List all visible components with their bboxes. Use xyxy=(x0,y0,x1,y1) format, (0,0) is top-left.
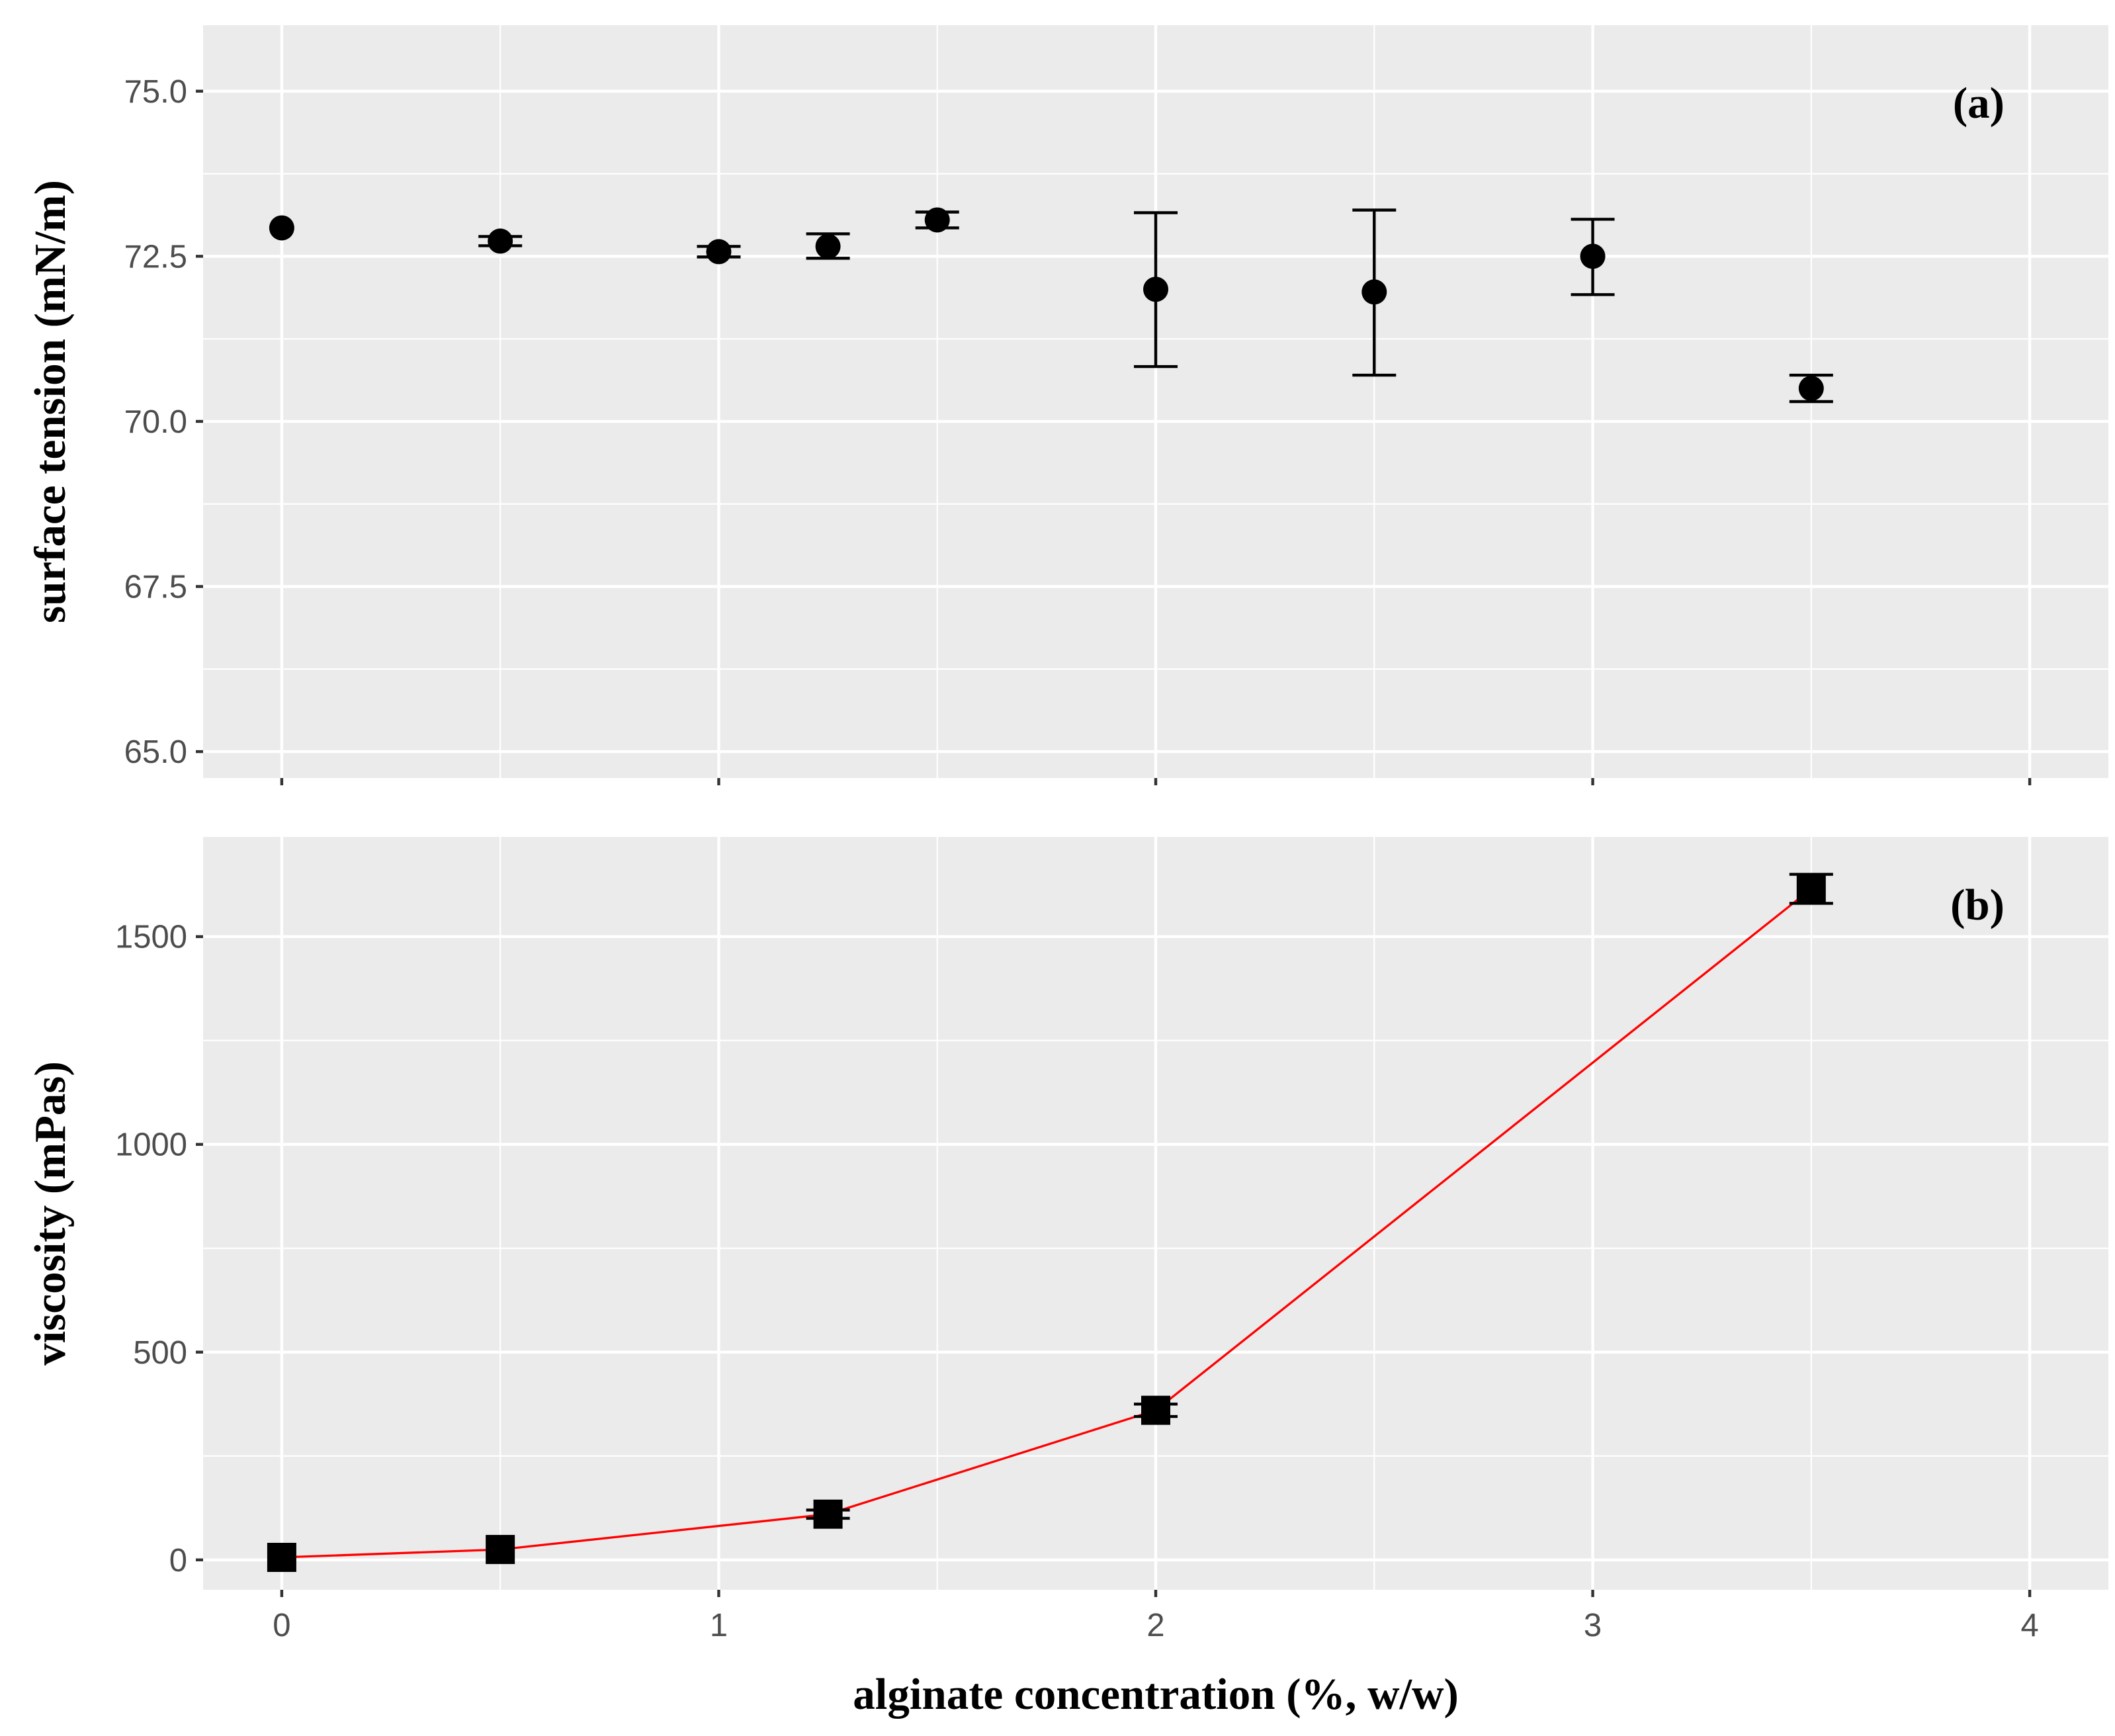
data-point xyxy=(1141,1395,1170,1425)
panel-a-label: (a) xyxy=(1953,79,2005,128)
panel-b-gridlines xyxy=(203,837,2108,1590)
panel-b-x-axis: 0 1 2 3 4 xyxy=(273,1590,2039,1643)
panel-b-y-axis: 0 500 1000 1500 xyxy=(115,920,203,1579)
y-tick-label: 500 xyxy=(133,1335,187,1371)
data-point xyxy=(1580,243,1606,269)
data-point xyxy=(486,1535,515,1565)
panel-a-points xyxy=(269,207,1824,402)
x-tick-label: 1 xyxy=(710,1608,728,1643)
data-point xyxy=(706,239,732,265)
data-point xyxy=(1796,874,1826,904)
y-tick-label: 67.5 xyxy=(124,570,187,605)
y-tick-label: 72.5 xyxy=(124,239,187,275)
y-tick-label: 75.0 xyxy=(124,74,187,110)
panel-a-y-axis-title: surface tension (mN/m) xyxy=(26,180,75,623)
surface-tension-panel: 65.0 67.5 70.0 72.5 75.0 (a) surface tension… xyxy=(26,25,2108,785)
y-tick-label: 0 xyxy=(169,1543,187,1579)
data-point xyxy=(815,234,841,259)
data-point xyxy=(1361,279,1387,305)
y-tick-label: 65.0 xyxy=(124,734,187,770)
data-point xyxy=(269,215,294,241)
panel-a-x-axis xyxy=(280,778,2032,785)
data-point xyxy=(813,1499,843,1529)
x-tick-label: 0 xyxy=(273,1608,290,1643)
data-point xyxy=(267,1543,296,1573)
panel-b-label: (b) xyxy=(1950,881,2005,930)
x-tick-label: 2 xyxy=(1146,1608,1164,1643)
panel-b-y-axis-title: viscosity (mPas) xyxy=(26,1061,75,1366)
data-point xyxy=(1798,376,1824,402)
data-point xyxy=(924,207,950,233)
x-axis-title: alginate concentration (%, w/w) xyxy=(853,1670,1459,1719)
y-tick-label: 1500 xyxy=(115,920,187,955)
data-point xyxy=(1143,277,1168,302)
panel-a-y-axis: 65.0 67.5 70.0 72.5 75.0 xyxy=(124,74,203,770)
data-point xyxy=(488,228,513,254)
y-tick-label: 70.0 xyxy=(124,404,187,440)
x-tick-label: 3 xyxy=(1584,1608,1602,1643)
y-tick-label: 1000 xyxy=(115,1127,187,1163)
panel-b-points xyxy=(267,874,1826,1573)
x-tick-label: 4 xyxy=(2020,1608,2038,1643)
